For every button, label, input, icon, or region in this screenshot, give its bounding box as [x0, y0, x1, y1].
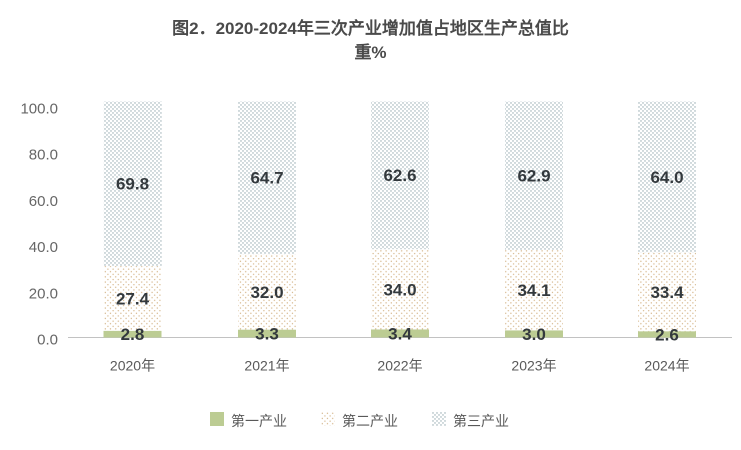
svg-text:80.0: 80.0 [29, 147, 58, 164]
svg-text:0.0: 0.0 [37, 332, 58, 349]
svg-text:2020年: 2020年 [110, 358, 155, 374]
svg-text:40.0: 40.0 [29, 239, 58, 256]
svg-text:34.1: 34.1 [517, 281, 550, 300]
svg-text:34.0: 34.0 [383, 280, 416, 299]
svg-text:2023年: 2023年 [511, 358, 556, 374]
svg-text:3.3: 3.3 [255, 325, 279, 344]
svg-text:33.4: 33.4 [650, 283, 684, 302]
svg-text:2022年: 2022年 [377, 358, 422, 374]
svg-text:2021年: 2021年 [244, 358, 289, 374]
svg-text:62.6: 62.6 [383, 166, 416, 185]
svg-text:27.4: 27.4 [116, 290, 150, 309]
svg-text:20.0: 20.0 [29, 285, 58, 302]
svg-text:32.0: 32.0 [250, 283, 283, 302]
svg-text:62.9: 62.9 [517, 167, 550, 186]
svg-text:3.4: 3.4 [388, 324, 412, 343]
svg-text:2.8: 2.8 [121, 325, 145, 344]
svg-text:2024年: 2024年 [644, 358, 689, 374]
svg-text:64.0: 64.0 [650, 168, 683, 187]
svg-text:69.8: 69.8 [116, 175, 149, 194]
svg-text:60.0: 60.0 [29, 193, 58, 210]
svg-text:2.6: 2.6 [655, 325, 679, 344]
svg-text:64.7: 64.7 [250, 169, 283, 188]
svg-text:100.0: 100.0 [20, 100, 58, 117]
svg-text:3.0: 3.0 [522, 325, 546, 344]
